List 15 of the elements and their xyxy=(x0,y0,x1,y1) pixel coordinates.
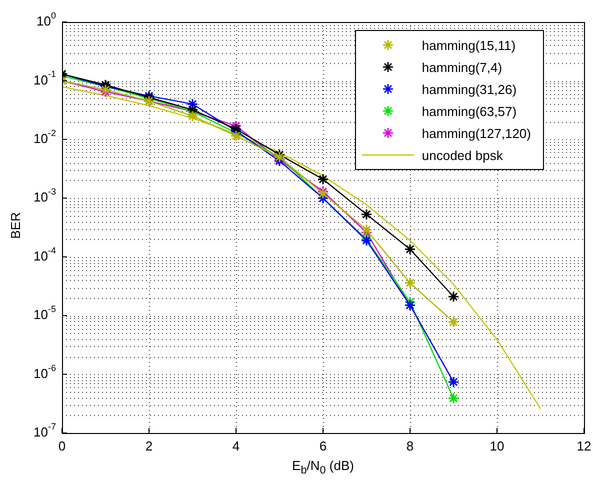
x-tick-label: 8 xyxy=(406,438,414,454)
legend-label: hamming(15,11) xyxy=(422,38,516,52)
x-tick-label: 4 xyxy=(232,438,240,454)
legend-label: uncoded bpsk xyxy=(422,148,503,162)
x-axis-title: E$_{b}$/N$_{0}$ (dB) xyxy=(291,458,355,477)
legend-label: hamming(7,4) xyxy=(422,60,502,74)
x-tick-label: 2 xyxy=(145,438,153,454)
y-axis-title: BER xyxy=(8,212,23,238)
legend-label: hamming(31,26) xyxy=(422,82,517,96)
x-tick-label: 6 xyxy=(319,438,327,454)
x-tick-label: 0 xyxy=(58,438,66,454)
x-tick-label: 10 xyxy=(490,438,504,454)
legend-label: hamming(63,57) xyxy=(422,104,517,118)
x-tick-label: 12 xyxy=(576,438,592,454)
legend-label: hamming(127,120) xyxy=(422,126,531,140)
